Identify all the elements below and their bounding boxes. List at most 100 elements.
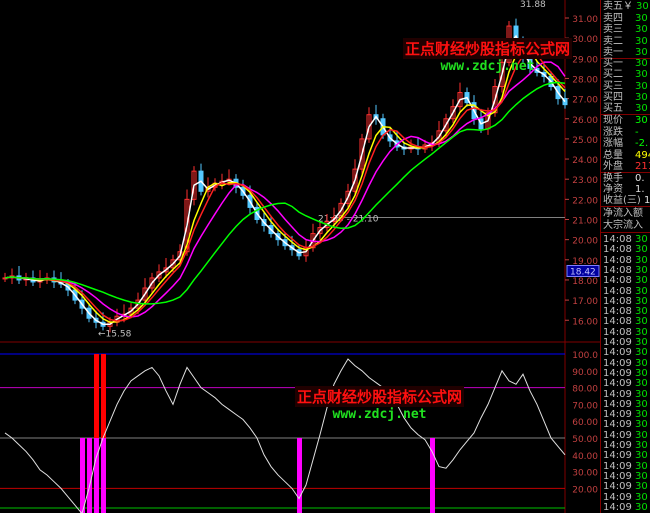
row-label: 外盘 [603, 161, 623, 172]
row-label: 14:08 [603, 254, 632, 266]
candle-up [170, 259, 176, 269]
row-label: 买五 [603, 103, 623, 115]
tick-row: 14:08 30 [603, 286, 650, 297]
signal-bar-magenta [94, 438, 99, 513]
row-label: 14:09 [603, 481, 632, 493]
price-tick-label: 20.00 [572, 237, 598, 247]
watermark-bottom: 正点财经炒股指标公式网 www.zdcj.net [295, 386, 465, 422]
indicator-line [4, 358, 566, 513]
stat-row: 涨幅 -2. [603, 139, 650, 149]
row-value: 30 [635, 388, 648, 400]
row-value: 30 [635, 409, 648, 421]
tick-row: 14:09 30 [603, 441, 650, 451]
row-value: 30 [635, 254, 648, 266]
candle-up [499, 61, 505, 88]
buy-row: 买四 30 [603, 92, 650, 103]
row-label: 总量 [603, 149, 623, 161]
row-label: 14:09 [603, 398, 632, 410]
row-value: 30 [635, 306, 648, 318]
price-tick-label: 23.00 [572, 176, 598, 186]
row-label: 买一 [603, 58, 623, 69]
tick-row: 14:09 30 [603, 501, 650, 513]
row-value: 30 [635, 24, 648, 35]
row-value: 30 [635, 450, 648, 462]
row-value: 30 [635, 501, 648, 513]
ma-green-line [4, 81, 566, 305]
row-label: 14:09 [603, 367, 632, 379]
row-value: 211 [635, 161, 650, 172]
signal-bar-red [101, 354, 106, 438]
tick-row: 14:08 30 [603, 235, 650, 245]
tick-row: 14:09 30 [603, 358, 650, 369]
row-value: 30 [635, 491, 648, 503]
candle-up [450, 106, 456, 120]
stat-row: 涨跌 - [603, 127, 650, 138]
tick-row: 14:09 30 [603, 410, 650, 420]
sell-row: 卖一 30 [603, 48, 650, 58]
row-label: 14:09 [603, 409, 632, 421]
price-tick-label: 17.00 [572, 297, 598, 307]
row-label: 14:08 [603, 264, 632, 276]
tick-row: 14:08 30 [603, 296, 650, 307]
watermark-title: 正点财经炒股指标公式网 [295, 386, 465, 407]
separator [601, 206, 650, 207]
signal-bar-red [94, 354, 99, 438]
row-label: 14:09 [603, 440, 632, 451]
candle-up [366, 114, 372, 140]
candle-up [149, 277, 155, 289]
price-tick-label: 18.00 [572, 277, 598, 287]
row-label: 14:09 [603, 491, 632, 503]
sell-row: 卖二 30 [603, 35, 650, 47]
separator [601, 232, 650, 233]
row-label: 卖四 [603, 12, 623, 24]
ma-yellow-line [4, 47, 566, 324]
price-tick-label: 24.00 [572, 156, 598, 166]
row-value: 30 [635, 440, 648, 451]
candle-up [359, 138, 365, 170]
candle-up [331, 216, 337, 223]
tick-row: 14:09 30 [603, 348, 650, 358]
row-label: 14:09 [603, 501, 632, 513]
row-value: 30 [635, 460, 648, 472]
row-value: 30 [635, 244, 648, 256]
row-label: 买三 [603, 80, 623, 92]
tick-row: 14:09 30 [603, 482, 650, 492]
tick-row: 14:09 30 [603, 451, 650, 461]
row-label: 14:09 [603, 429, 632, 441]
indicator-tick-label: 70.00 [572, 401, 598, 411]
ma-red-line [4, 51, 566, 322]
signal-bar-magenta [87, 438, 92, 513]
tick-row: 14:08 30 [603, 326, 650, 338]
tick-row: 14:09 30 [603, 398, 650, 410]
stock-chart[interactable]: 31.00 30.00 29.00 28.00 27.00 26.00 25.00 24.00… [0, 0, 600, 513]
row-value: 30 [635, 275, 648, 287]
row-value: 30 [635, 115, 648, 126]
signal-bar-magenta [430, 438, 435, 513]
stat-row: 换手 0. [603, 174, 650, 184]
tick-row: 14:08 30 [603, 317, 650, 327]
signal-bar-magenta [101, 438, 106, 513]
ma-magenta-line [4, 61, 566, 318]
separator [601, 58, 650, 59]
price-tick-label: 21.00 [572, 217, 598, 227]
row-label: 换手 [603, 173, 623, 184]
indicator-tick-label: 100.0 [572, 351, 598, 361]
watermark-title: 正点财经炒股指标公式网 [403, 38, 573, 59]
ma-white-line [4, 34, 566, 326]
row-label: 卖二 [603, 35, 623, 47]
row-label: 14:08 [603, 326, 632, 338]
row-label: 大宗流入 [603, 220, 643, 231]
quote-panel: 卖五￥ 30 卖四 30 卖三 30 卖二 30 卖一 30 买一 30 买二 30 买三 30 买四 30 买五 3… [600, 0, 650, 513]
separator [601, 172, 650, 173]
row-label: 涨幅 [603, 138, 623, 149]
row-value: 30 [635, 419, 648, 431]
row-value: 30 [635, 347, 648, 359]
sell-row: 卖三 30 [603, 25, 650, 35]
candle-up [128, 307, 134, 315]
candle-up [492, 86, 498, 114]
tick-row: 14:09 30 [603, 388, 650, 400]
row-value: 30 [635, 12, 648, 24]
tick-row: 14:08 30 [603, 264, 650, 276]
tick-row: 14:09 30 [603, 471, 650, 482]
price-tick-label: 29.00 [572, 55, 598, 65]
